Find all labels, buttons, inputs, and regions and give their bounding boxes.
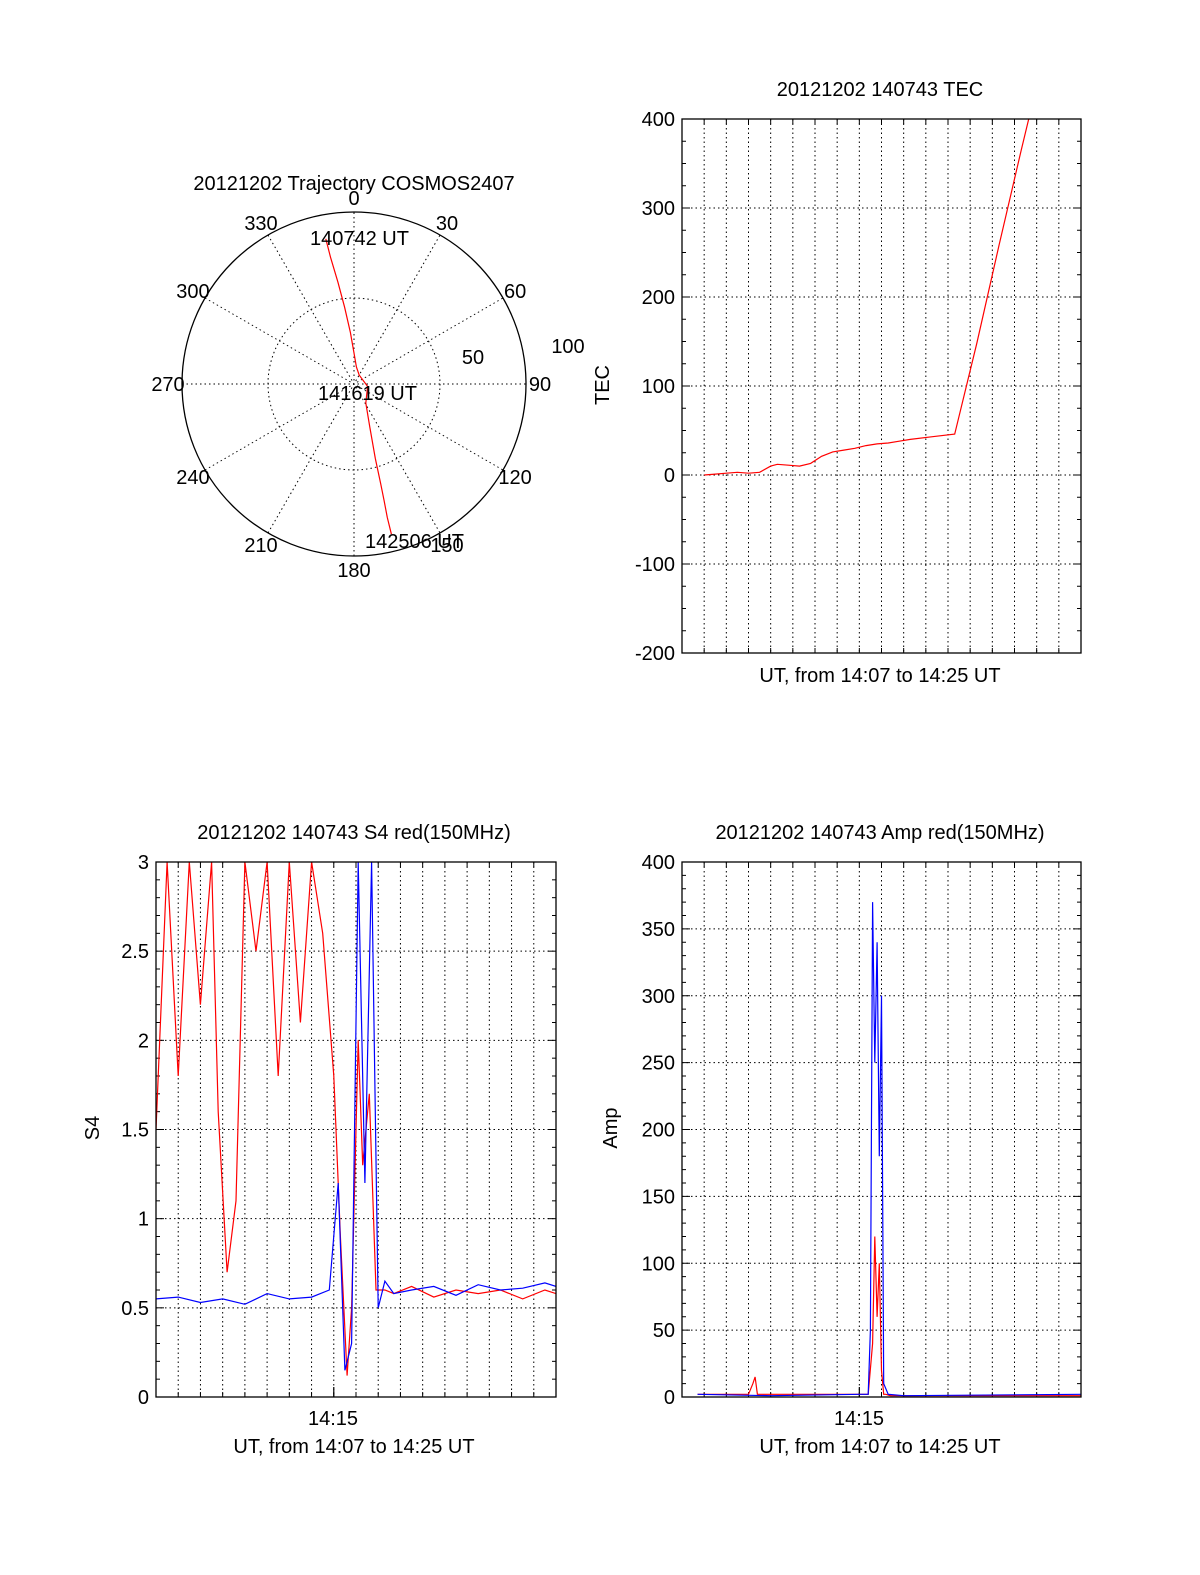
polar-angle-label-0: 0 bbox=[348, 188, 359, 210]
y-tick-label: 100 bbox=[642, 376, 675, 398]
polar-chart: 20121202 Trajectory COSMOS2407 0 30 60 90 12… bbox=[151, 173, 584, 582]
y-tick-label: 350 bbox=[642, 919, 675, 941]
polar-radius-label-50: 50 bbox=[462, 347, 484, 369]
polar-time-end: 142506 UT bbox=[365, 531, 464, 553]
polar-spoke-150 bbox=[267, 234, 441, 534]
y-tick-label: 2.5 bbox=[121, 941, 149, 963]
y-tick-label: -100 bbox=[635, 554, 675, 576]
plot-frame bbox=[155, 861, 557, 1398]
y-tick-label: 300 bbox=[642, 198, 675, 220]
polar-radius-label-100: 100 bbox=[551, 336, 584, 358]
y-tick-label: 0.5 bbox=[121, 1298, 149, 1320]
red-series-line bbox=[697, 1236, 1081, 1397]
amp-title: 20121202 140743 Amp red(150MHz) bbox=[715, 822, 1044, 844]
y-tick-label: 0 bbox=[138, 1387, 149, 1409]
y-tick-label: 300 bbox=[642, 986, 675, 1008]
polar-angle-label-180: 180 bbox=[337, 560, 370, 582]
polar-time-start: 140742 UT bbox=[310, 228, 409, 250]
s4-ylabel: S4 bbox=[82, 1116, 104, 1140]
polar-angle-label-120: 120 bbox=[498, 467, 531, 489]
y-tick-label: 400 bbox=[642, 109, 675, 131]
polar-angle-label-240: 240 bbox=[176, 467, 209, 489]
amp-xlabel: UT, from 14:07 to 14:25 UT bbox=[759, 1436, 1000, 1458]
y-tick-label: 1.5 bbox=[121, 1120, 149, 1142]
polar-angle-label-90: 90 bbox=[529, 374, 551, 396]
y-tick-label: 250 bbox=[642, 1053, 675, 1075]
amp-chart: 20121202 140743 Amp red(150MHz) 14:15 UT… bbox=[600, 822, 1082, 1458]
y-tick-label: 400 bbox=[642, 852, 675, 874]
polar-time-mid: 141619 UT bbox=[318, 383, 417, 405]
tec-xlabel: UT, from 14:07 to 14:25 UT bbox=[759, 665, 1000, 687]
s4-chart: 20121202 140743 S4 red(150MHz) 14:15 UT,… bbox=[82, 822, 557, 1458]
y-tick-label: 0 bbox=[664, 465, 675, 487]
y-tick-label: -200 bbox=[635, 643, 675, 665]
polar-angle-labels: 0 30 60 90 120 150 180 210 240 270 300 330 bbox=[151, 188, 551, 582]
polar-angle-label-150: 150 bbox=[430, 535, 463, 557]
y-tick-label: 150 bbox=[642, 1186, 675, 1208]
red-series-line bbox=[704, 119, 1030, 476]
polar-angle-label-330: 330 bbox=[244, 213, 277, 235]
tec-title: 20121202 140743 TEC bbox=[777, 79, 983, 101]
y-tick-label: 200 bbox=[642, 1120, 675, 1142]
y-tick-label: 50 bbox=[653, 1320, 675, 1342]
y-tick-label: 0 bbox=[664, 1387, 675, 1409]
tec-chart: 20121202 140743 TEC UT, from 14:07 to 14… bbox=[592, 79, 1082, 687]
s4-title: 20121202 140743 S4 red(150MHz) bbox=[197, 822, 511, 844]
y-tick-label: 1 bbox=[138, 1209, 149, 1231]
red-series-line bbox=[156, 862, 556, 1376]
s4-xlabel: UT, from 14:07 to 14:25 UT bbox=[233, 1436, 474, 1458]
plot-frame bbox=[681, 861, 1082, 1398]
polar-title: 20121202 Trajectory COSMOS2407 bbox=[193, 173, 514, 195]
blue-series-line bbox=[156, 862, 556, 1371]
plot-frame bbox=[681, 118, 1082, 654]
polar-angle-label-270: 270 bbox=[151, 374, 184, 396]
y-tick-label: 200 bbox=[642, 287, 675, 309]
polar-angle-label-60: 60 bbox=[504, 281, 526, 303]
polar-angle-label-210: 210 bbox=[244, 535, 277, 557]
blue-series-line bbox=[697, 902, 1081, 1397]
polar-angle-label-300: 300 bbox=[176, 281, 209, 303]
amp-xtick-label: 14:15 bbox=[834, 1408, 884, 1430]
polar-grid bbox=[181, 211, 527, 557]
y-tick-label: 3 bbox=[138, 852, 149, 874]
polar-angle-label-30: 30 bbox=[436, 213, 458, 235]
s4-xtick-label: 14:15 bbox=[308, 1408, 358, 1430]
polar-trajectory-line bbox=[325, 238, 392, 535]
tec-ylabel: TEC bbox=[592, 365, 614, 405]
y-tick-label: 100 bbox=[642, 1253, 675, 1275]
amp-ylabel: Amp bbox=[600, 1107, 622, 1148]
y-tick-label: 2 bbox=[138, 1030, 149, 1052]
